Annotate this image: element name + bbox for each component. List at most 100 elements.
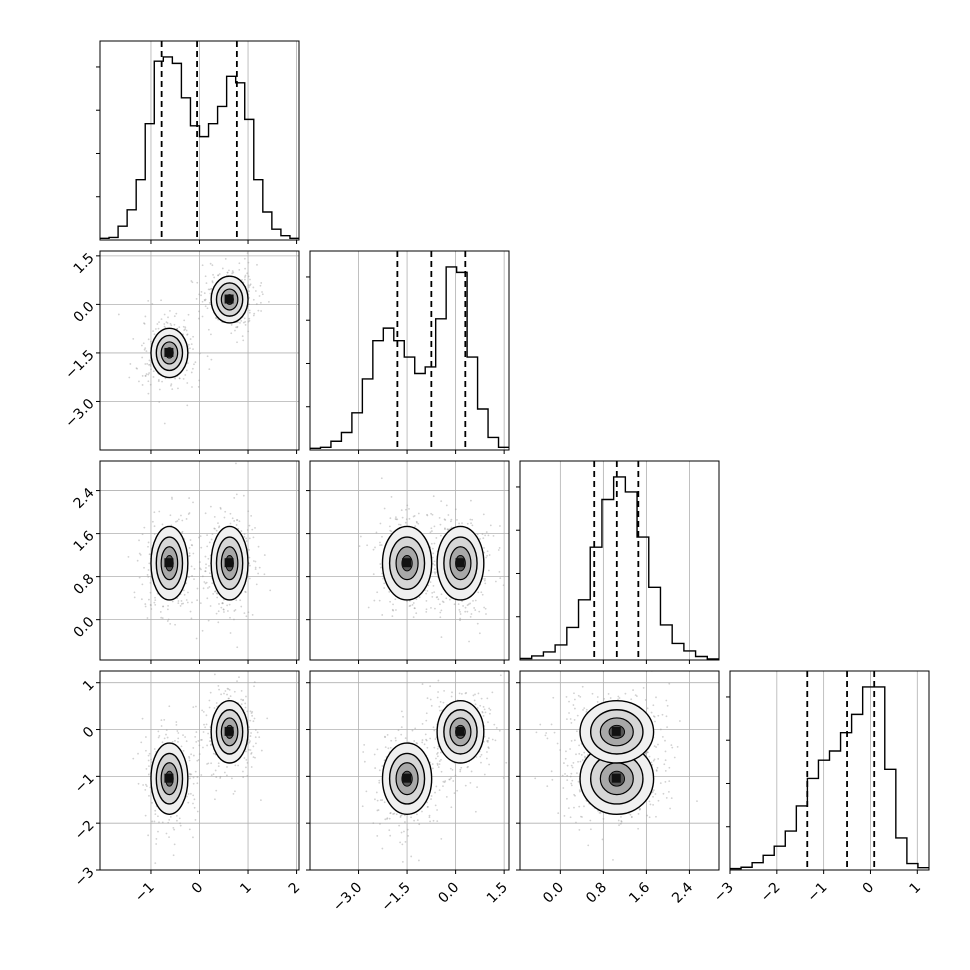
density-peak bbox=[455, 558, 465, 568]
scatter-point bbox=[169, 322, 172, 325]
y-tick-label: −1 bbox=[72, 771, 98, 797]
scatter-point bbox=[437, 766, 440, 769]
scatter-point bbox=[229, 522, 232, 525]
scatter-point bbox=[565, 750, 567, 753]
scatter-point bbox=[216, 592, 219, 595]
scatter-point bbox=[413, 819, 415, 822]
scatter-point bbox=[486, 741, 489, 743]
scatter-point bbox=[145, 373, 148, 375]
scatter-point bbox=[168, 818, 171, 821]
scatter-point bbox=[246, 252, 249, 255]
scatter-point bbox=[569, 775, 572, 778]
scatter-point bbox=[487, 747, 490, 749]
scatter-point bbox=[166, 736, 169, 739]
scatter-point bbox=[247, 748, 250, 751]
scatter-point bbox=[234, 329, 236, 332]
scatter-point bbox=[248, 564, 251, 567]
scatter-point bbox=[215, 776, 218, 779]
scatter-point bbox=[217, 522, 219, 525]
scatter-point bbox=[425, 610, 428, 613]
scatter-point bbox=[226, 271, 229, 274]
histogram-step bbox=[310, 266, 509, 450]
scatter-point bbox=[367, 606, 370, 609]
scatter-point bbox=[144, 603, 147, 605]
scatter-point bbox=[193, 806, 196, 809]
scatter-point bbox=[185, 369, 188, 372]
scatter-point bbox=[181, 519, 184, 522]
scatter-point bbox=[653, 745, 656, 748]
scatter-point bbox=[254, 560, 257, 563]
scatter-point bbox=[410, 816, 412, 819]
scatter-point bbox=[253, 685, 255, 688]
scatter-point bbox=[204, 275, 207, 278]
scatter-point bbox=[545, 732, 548, 734]
scatter-point bbox=[460, 766, 463, 769]
scatter-point bbox=[478, 632, 481, 635]
scatter-point bbox=[425, 592, 428, 595]
scatter-point bbox=[148, 598, 150, 601]
scatter-point bbox=[450, 520, 452, 523]
scatter-point bbox=[381, 799, 384, 801]
scatter-point bbox=[433, 568, 436, 571]
scatter-point bbox=[499, 577, 502, 580]
scatter-point bbox=[242, 339, 245, 342]
scatter-point bbox=[498, 729, 501, 732]
scatter-point bbox=[209, 505, 212, 508]
scatter-point bbox=[378, 769, 381, 772]
scatter-point bbox=[223, 771, 226, 774]
scatter-point bbox=[415, 742, 418, 744]
scatter-point bbox=[238, 676, 240, 679]
histogram-panel-1 bbox=[306, 250, 510, 454]
scatter-point bbox=[361, 805, 364, 808]
scatter-point bbox=[678, 720, 681, 722]
scatter-point bbox=[459, 768, 462, 771]
scatter-point bbox=[189, 773, 192, 776]
scatter-point bbox=[207, 557, 210, 560]
scatter-point bbox=[401, 843, 404, 846]
scatter-point bbox=[198, 744, 201, 747]
scatter-point bbox=[657, 757, 660, 760]
scatter-point bbox=[670, 797, 673, 799]
scatter-point bbox=[650, 761, 653, 764]
scatter-point bbox=[210, 358, 213, 361]
panel-frame bbox=[309, 460, 510, 661]
scatter-point bbox=[607, 693, 610, 695]
scatter-point bbox=[250, 751, 253, 754]
scatter-point bbox=[222, 608, 225, 611]
scatter-point bbox=[485, 531, 488, 533]
scatter-point bbox=[383, 582, 386, 585]
scatter-point bbox=[478, 610, 481, 613]
scatter-point bbox=[231, 517, 234, 520]
scatter-point bbox=[574, 794, 576, 797]
scatter-point bbox=[244, 706, 247, 709]
x-tick-label: 0.0 bbox=[435, 880, 462, 907]
scatter-point bbox=[214, 769, 217, 772]
scatter-point bbox=[450, 526, 453, 529]
scatter-point bbox=[395, 518, 398, 521]
histogram-step bbox=[730, 686, 929, 870]
scatter-point bbox=[160, 725, 163, 727]
scatter-point bbox=[425, 738, 427, 741]
scatter-point bbox=[165, 733, 167, 736]
scatter-point bbox=[486, 554, 488, 557]
scatter-point bbox=[403, 830, 405, 833]
scatter-point bbox=[432, 562, 434, 565]
scatter-point bbox=[136, 367, 138, 370]
scatter-point bbox=[480, 753, 483, 756]
scatter-point bbox=[652, 789, 655, 792]
density-panel-3-1: −3.0 −1.5 0.0 1.5 bbox=[306, 670, 511, 915]
scatter-point bbox=[157, 815, 159, 818]
scatter-point bbox=[254, 729, 257, 731]
scatter-point bbox=[253, 312, 256, 315]
scatter-point bbox=[388, 829, 391, 832]
x-tick-label: 0 bbox=[860, 880, 878, 898]
scatter-point bbox=[162, 605, 164, 608]
scatter-point bbox=[380, 477, 383, 480]
scatter-point bbox=[147, 338, 150, 341]
scatter-point bbox=[184, 374, 187, 376]
scatter-point bbox=[488, 763, 490, 766]
scatter-point bbox=[405, 508, 407, 511]
scatter-point bbox=[147, 759, 150, 762]
scatter-point bbox=[433, 729, 436, 732]
scatter-point bbox=[480, 697, 483, 700]
